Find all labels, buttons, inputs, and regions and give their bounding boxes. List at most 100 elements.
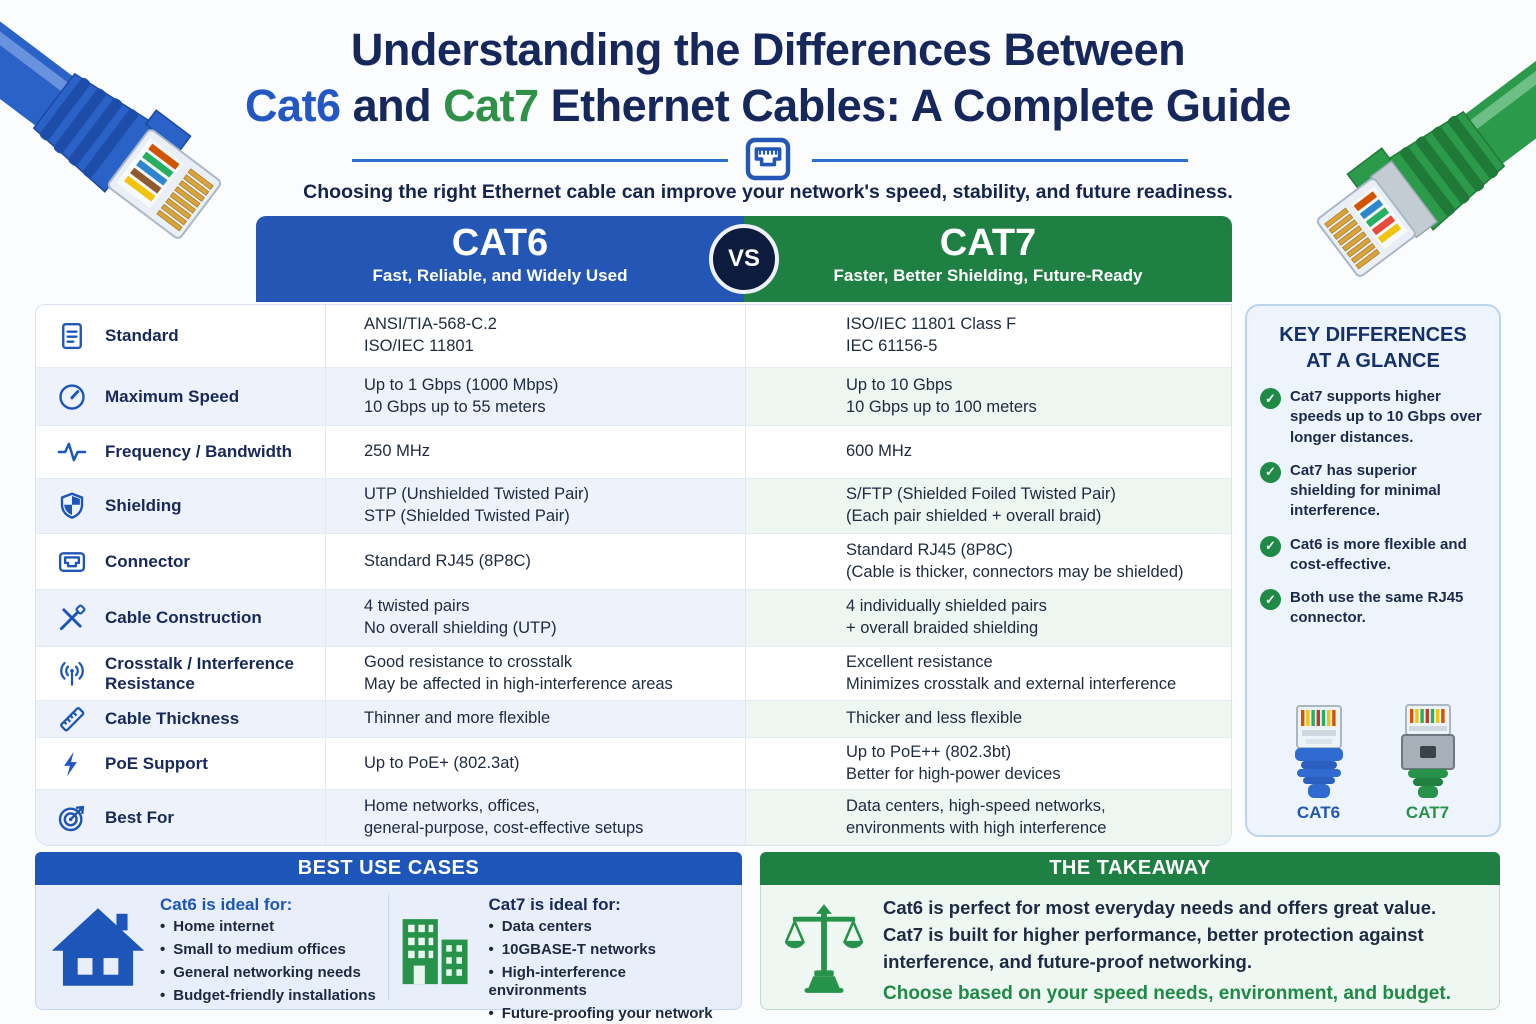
cat7-value: Excellent resistance Minimizes crosstalk… [846,652,1177,693]
row-label-cell: Best For [36,790,326,845]
house-icon [50,895,146,999]
ethernet-port-icon [745,137,791,181]
list-item: Budget-friendly installations [160,987,376,1005]
cat6-value: Up to 1 Gbps (1000 Mbps) 10 Gbps up to 5… [326,368,746,425]
table-row: Cable Construction 4 twisted pairs No ov… [36,589,1231,646]
comparison-header: CAT6 Fast, Reliable, and Widely Used CAT… [256,216,1232,302]
row-label-cell: Frequency / Bandwidth [36,426,326,478]
document-icon [52,321,92,351]
cat7-connector-image [1400,704,1455,798]
cat6-value: ANSI/TIA-568-C.2 ISO/IEC 11801 [326,305,746,367]
key-differences-panel: KEY DIFFERENCES AT A GLANCE ✓ Cat7 suppo… [1245,304,1501,837]
antenna-icon [52,659,92,689]
row-label-cell: PoE Support [36,738,326,789]
key-difference-text: Cat7 has superior shielding for minimal … [1290,461,1441,520]
row-label: Best For [105,807,174,827]
speedometer-icon [52,382,92,412]
cat7-value: Standard RJ45 (8P8C) (Cable is thicker, … [846,540,1184,581]
row-label-cell: Cable Construction [36,590,326,646]
cat6-value: Thinner and more flexible [326,701,746,737]
cat6-value: UTP (Unshielded Twisted Pair) STP (Shiel… [326,479,746,533]
title-line-1: Understanding the Differences Between [350,24,1186,75]
cat7-connector-label: CAT7 [1405,803,1450,822]
subtitle: Choosing the right Ethernet cable can im… [303,181,1233,203]
row-label-cell: Connector [36,534,326,589]
cat7-header: CAT7 Faster, Better Shielding, Future-Re… [744,216,1232,302]
table-row: Shielding UTP (Unshielded Twisted Pair) … [36,478,1231,533]
row-label: Cable Construction [105,608,262,628]
cat7-value: Up to PoE++ (802.3bt) Better for high-po… [846,742,1061,783]
cat6-value: Standard RJ45 (8P8C) [326,534,746,589]
cat7-tagline: Faster, Better Shielding, Future-Ready [833,266,1143,286]
waveform-icon [52,437,92,467]
key-difference-text: Cat6 is more flexible and cost-effective… [1290,535,1467,573]
cat7-value: Data centers, high-speed networks, envir… [746,790,1231,845]
takeaway-highlight: Choose based on your speed needs, enviro… [883,983,1451,1005]
row-label: Standard [105,326,179,346]
row-label-cell: Shielding [36,479,326,533]
table-row: Connector Standard RJ45 (8P8C) Standard … [36,533,1231,589]
row-label: Connector [105,551,190,571]
cat7-ideal-list: Data centers 10GBASE-T networks High-int… [489,918,728,1023]
best-use-cases-panel: BEST USE CASES Cat6 is ideal for: Home i… [35,852,742,1022]
table-row: Cable Thickness Thinner and more flexibl… [36,700,1231,737]
row-label-cell: Maximum Speed [36,368,326,425]
cat7-value: ISO/IEC 11801 Class F IEC 61156-5 [846,315,1017,355]
table-row: Frequency / Bandwidth 250 MHz 600 MHz [36,425,1231,478]
title-rest: Ethernet Cables: A Complete Guide [538,80,1292,132]
cat6-ideal-heading: Cat6 is ideal for: [160,895,293,914]
table-row: PoE Support Up to PoE+ (802.3at) Up to P… [36,737,1231,789]
cat6-value: 250 MHz [326,426,746,478]
cat6-use-cases-text: Cat6 is ideal for: Home internet Small t… [160,895,376,1004]
cat7-value: S/FTP (Shielded Foiled Twisted Pair) (Ea… [746,479,1231,533]
table-row: Standard ANSI/TIA-568-C.2 ISO/IEC 11801 … [36,305,1231,367]
cat6-use-cases: Cat6 is ideal for: Home internet Small t… [42,893,389,1004]
key-difference-item: ✓ Both use the same RJ45 connector. [1260,588,1486,629]
list-item: Home internet [160,918,376,936]
title-cat6: Cat6 [245,80,341,132]
key-difference-item: ✓ Cat7 supports higher speeds up to 10 G… [1260,387,1486,448]
takeaway-title: THE TAKEAWAY [760,852,1500,885]
cable-icon [52,603,92,633]
cat7-value: Up to 10 Gbps 10 Gbps up to 100 meters [746,368,1231,425]
cat6-header: CAT6 Fast, Reliable, and Widely Used [256,216,744,302]
row-label-cell: Crosstalk / Interference Resistance [36,647,326,700]
cat6-tagline: Fast, Reliable, and Widely Used [372,266,628,286]
buildings-icon [397,895,475,999]
title-cat7: Cat7 [443,80,539,132]
comparison-table: Standard ANSI/TIA-568-C.2 ISO/IEC 11801 … [35,304,1232,846]
balance-scale-icon [785,895,863,1001]
check-circle-icon: ✓ [1260,388,1281,409]
green-ethernet-cable-photo [1316,52,1536,277]
cat6-name: CAT6 [451,222,549,264]
page-title: Understanding the Differences Between Ca… [0,22,1536,135]
cat6-value: Good resistance to crosstalk May be affe… [326,647,746,700]
shield-icon [52,491,92,521]
cat7-use-cases: Cat7 is ideal for: Data centers 10GBASE-… [389,893,736,1022]
cat6-ideal-list: Home internet Small to medium offices Ge… [160,918,376,1005]
cat6-value: Up to PoE+ (802.3at) [326,738,746,789]
cat6-value: 4 twisted pairs No overall shielding (UT… [326,590,746,646]
list-item: Data centers [489,918,728,936]
cat6-value: Home networks, offices, general-purpose,… [326,790,746,845]
takeaway-panel: THE TAKEAWAY Cat6 is perfect for most [760,852,1500,1010]
blue-ethernet-cable-photo [0,0,222,239]
takeaway-text: Cat6 is perfect for most everyday needs … [883,897,1437,972]
cat7-value: Thicker and less flexible [746,701,1231,737]
check-circle-icon: ✓ [1260,589,1281,610]
list-item: 10GBASE-T networks [489,941,728,959]
cat6-connector-image [1294,705,1343,798]
table-row: Crosstalk / Interference Resistance Good… [36,646,1231,700]
list-item: Small to medium offices [160,941,376,959]
best-use-cases-title: BEST USE CASES [35,852,742,885]
key-differences-title: KEY DIFFERENCES AT A GLANCE [1279,324,1467,372]
title-line-2: Cat6 and Cat7 Ethernet Cables: A Complet… [0,78,1536,134]
target-icon [52,802,92,834]
row-label: Cable Thickness [105,709,240,729]
cat7-ideal-heading: Cat7 is ideal for: [488,895,621,914]
cat7-value: 600 MHz [846,442,913,461]
cat7-value: 4 individually shielded pairs + overall … [746,590,1231,646]
divider-line-left [352,159,728,162]
cat6-connector-label: CAT6 [1296,803,1341,822]
